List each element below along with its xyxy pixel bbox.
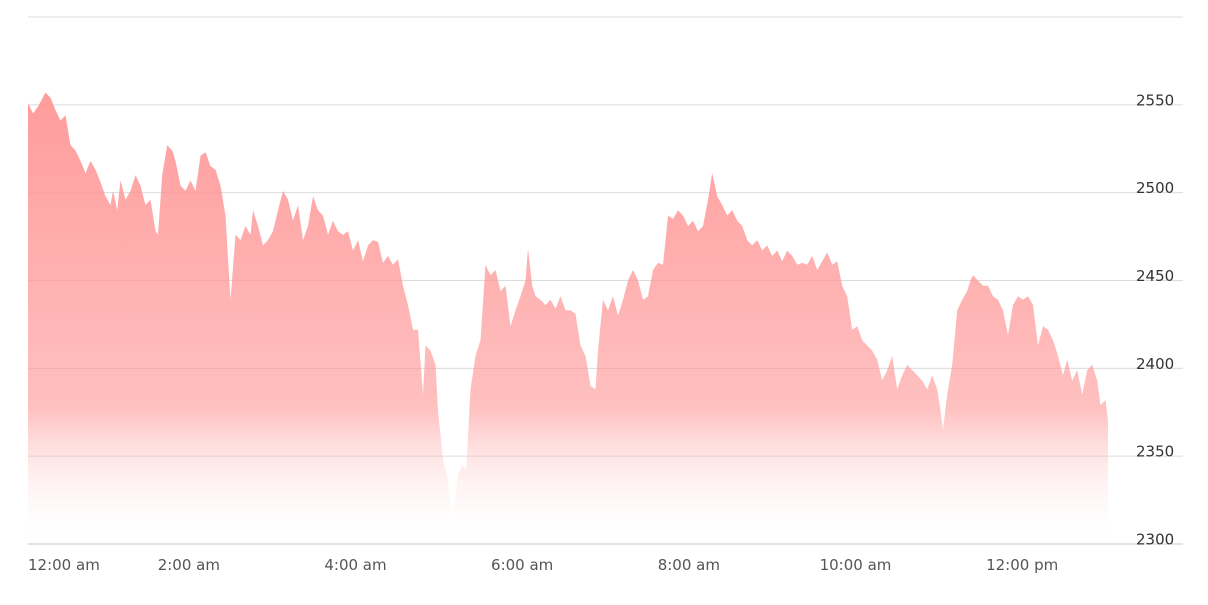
y-tick-label: 2350 bbox=[1136, 443, 1174, 461]
y-tick-label: 2550 bbox=[1136, 91, 1174, 109]
x-tick-label: 6:00 am bbox=[491, 556, 553, 574]
x-tick-label: 12:00 am bbox=[28, 556, 100, 574]
y-tick-label: 2450 bbox=[1136, 267, 1174, 285]
x-tick-label: 12:00 pm bbox=[986, 556, 1058, 574]
x-tick-label: 2:00 am bbox=[158, 556, 220, 574]
area bbox=[28, 92, 1108, 544]
x-tick-label: 8:00 am bbox=[658, 556, 720, 574]
y-tick-label: 2400 bbox=[1136, 355, 1174, 373]
x-tick-label: 4:00 am bbox=[324, 556, 386, 574]
x-tick-label: 10:00 am bbox=[820, 556, 892, 574]
y-tick-label: 2300 bbox=[1136, 531, 1174, 549]
y-tick-label: 2500 bbox=[1136, 179, 1174, 197]
